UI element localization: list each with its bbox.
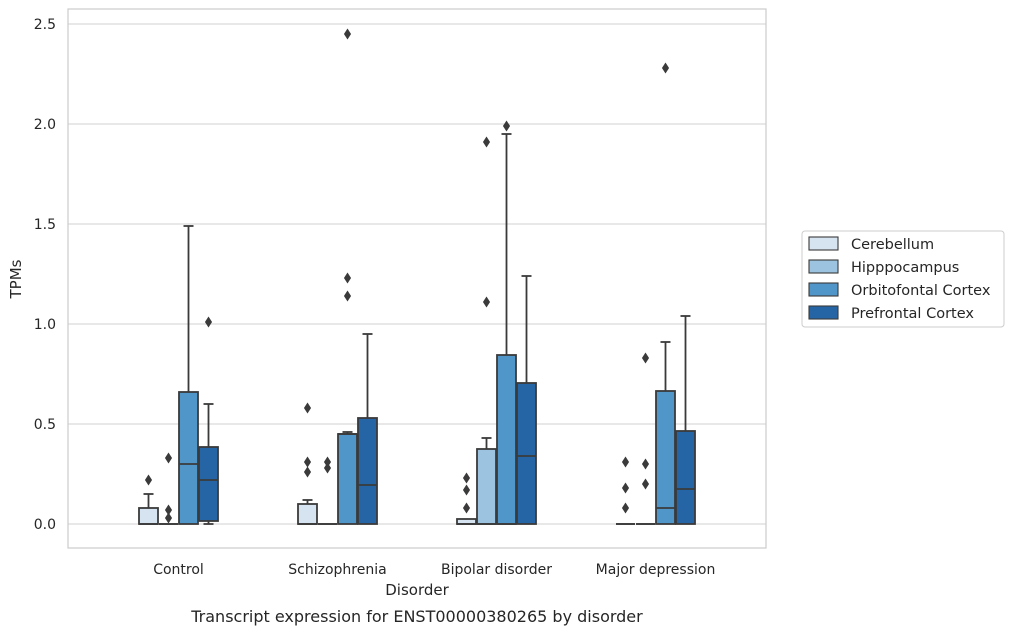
- legend: Cerebellum Hipppocampus Orbitofontal Corte…: [801, 230, 1005, 328]
- outlier-point: [482, 136, 491, 148]
- legend-label: Prefrontal Cortex: [851, 306, 974, 322]
- outlier-point: [164, 452, 173, 464]
- outlier-point: [323, 456, 332, 468]
- box-body: [655, 390, 676, 525]
- box-body: [138, 507, 159, 525]
- y-tick-label: 0.5: [34, 417, 56, 433]
- chart-caption: Transcript expression for ENST0000038026…: [190, 607, 643, 626]
- outlier-point: [144, 474, 153, 486]
- legend-label: Orbitofontal Cortex: [851, 283, 991, 299]
- box-body: [198, 446, 219, 522]
- y-tick-label: 0.0: [34, 517, 56, 533]
- box-body: [675, 430, 696, 525]
- box-body: [496, 354, 517, 525]
- series-prefrontal-cortex: [198, 275, 696, 525]
- plot-frame: [67, 8, 767, 549]
- legend-label: Hipppocampus: [851, 260, 959, 276]
- legend-frame: [801, 230, 1005, 328]
- x-tick-labels: Control Schizophrenia Bipolar disorder Majo…: [153, 562, 715, 578]
- outlier-point: [303, 466, 312, 478]
- outlier-point: [343, 28, 352, 40]
- legend-swatch: [808, 259, 839, 274]
- outlier-point: [303, 402, 312, 414]
- legend-label: Cerebellum: [851, 237, 934, 253]
- y-tick-label: 1.0: [34, 317, 56, 333]
- x-tick-label: Schizophrenia: [288, 562, 386, 578]
- outlier-point: [621, 456, 630, 468]
- outlier-point: [462, 472, 471, 484]
- box-body: [297, 503, 318, 525]
- outlier-point: [343, 290, 352, 302]
- outlier-point: [303, 456, 312, 468]
- outlier-point: [462, 502, 471, 514]
- outlier-point: [164, 512, 173, 524]
- legend-swatch: [808, 282, 839, 297]
- series-hipppocampus: [159, 136, 655, 525]
- y-tick-label: 2.5: [34, 17, 56, 33]
- x-tick-label: Control: [153, 562, 204, 578]
- box-series-layer: [138, 28, 696, 525]
- box-body: [357, 417, 378, 525]
- outlier-point: [462, 484, 471, 496]
- box-body: [476, 448, 497, 525]
- outlier-point: [621, 502, 630, 514]
- box-body: [337, 433, 358, 525]
- x-tick-label: Bipolar disorder: [441, 562, 552, 578]
- outlier-point: [323, 462, 332, 474]
- box-body: [516, 382, 537, 525]
- outlier-point: [641, 352, 650, 364]
- outlier-point: [482, 296, 491, 308]
- box-body: [178, 391, 199, 525]
- y-tick-label: 2.0: [34, 117, 56, 133]
- outlier-point: [641, 478, 650, 490]
- y-axis-title: TPMs: [7, 259, 25, 299]
- outlier-point: [164, 504, 173, 516]
- outlier-point: [641, 458, 650, 470]
- series-orbitofontal-cortex: [178, 28, 676, 525]
- x-tick-label: Major depression: [596, 562, 716, 578]
- y-tick-label: 1.5: [34, 217, 56, 233]
- outlier-point: [343, 272, 352, 284]
- x-axis-title: Disorder: [385, 581, 449, 599]
- outlier-point: [204, 316, 213, 328]
- outlier-point: [661, 62, 670, 74]
- legend-swatch: [808, 305, 839, 320]
- legend-swatch: [808, 236, 839, 251]
- outlier-point: [502, 120, 511, 132]
- outlier-point: [621, 482, 630, 494]
- y-tick-labels: 0.0 0.5 1.0 1.5 2.0 2.5: [34, 17, 56, 533]
- series-cerebellum: [138, 402, 635, 525]
